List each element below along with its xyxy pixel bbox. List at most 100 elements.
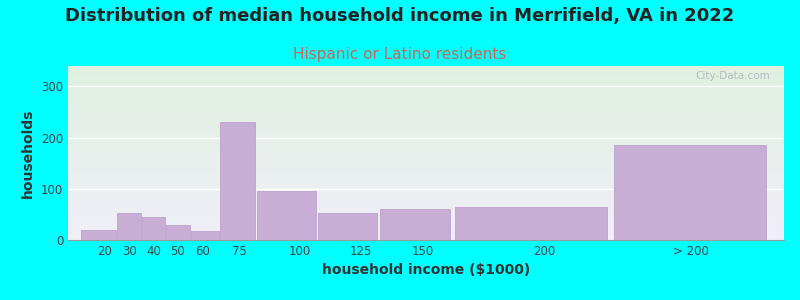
- Bar: [68, 133, 784, 134]
- Bar: [68, 192, 784, 193]
- Bar: [68, 238, 784, 239]
- Bar: [68, 173, 784, 174]
- Bar: [68, 216, 784, 217]
- Bar: [68, 125, 784, 126]
- Bar: [68, 230, 784, 231]
- Bar: [68, 169, 784, 170]
- Bar: [68, 172, 784, 173]
- Bar: [166, 225, 190, 240]
- Bar: [68, 235, 784, 236]
- Bar: [68, 234, 784, 235]
- Bar: [68, 207, 784, 208]
- Bar: [190, 231, 219, 240]
- Bar: [68, 110, 784, 111]
- Bar: [81, 230, 116, 240]
- Bar: [68, 184, 784, 185]
- Bar: [68, 218, 784, 219]
- Bar: [68, 102, 784, 103]
- Bar: [68, 152, 784, 153]
- Bar: [68, 161, 784, 162]
- Bar: [68, 85, 784, 86]
- Bar: [68, 158, 784, 159]
- Bar: [68, 108, 784, 109]
- Bar: [68, 124, 784, 125]
- Bar: [68, 150, 784, 151]
- Bar: [68, 96, 784, 97]
- Bar: [68, 123, 784, 124]
- Bar: [68, 80, 784, 81]
- Bar: [68, 120, 784, 121]
- Bar: [68, 232, 784, 233]
- Bar: [68, 154, 784, 155]
- Bar: [68, 223, 784, 224]
- Bar: [68, 187, 784, 188]
- Bar: [68, 231, 784, 232]
- Bar: [68, 186, 784, 187]
- Bar: [68, 156, 784, 157]
- Bar: [68, 67, 784, 68]
- Bar: [68, 214, 784, 215]
- Bar: [68, 93, 784, 94]
- Text: Distribution of median household income in Merrifield, VA in 2022: Distribution of median household income …: [66, 8, 734, 26]
- Bar: [68, 86, 784, 87]
- Bar: [68, 69, 784, 70]
- Bar: [68, 106, 784, 107]
- Bar: [68, 215, 784, 216]
- Bar: [68, 166, 784, 167]
- Bar: [68, 160, 784, 161]
- Bar: [68, 179, 784, 180]
- Bar: [68, 177, 784, 178]
- Bar: [318, 213, 377, 240]
- Bar: [68, 78, 784, 79]
- Text: City-Data.com: City-Data.com: [695, 71, 770, 81]
- Bar: [68, 95, 784, 96]
- Bar: [68, 96, 784, 97]
- Bar: [68, 212, 784, 213]
- Bar: [68, 89, 784, 90]
- Bar: [68, 131, 784, 132]
- Bar: [68, 239, 784, 240]
- Bar: [68, 229, 784, 230]
- Bar: [68, 81, 784, 82]
- Bar: [68, 210, 784, 211]
- Bar: [68, 72, 784, 73]
- Bar: [68, 167, 784, 168]
- Bar: [68, 134, 784, 135]
- Bar: [68, 221, 784, 222]
- Bar: [68, 168, 784, 169]
- Bar: [68, 175, 784, 176]
- Bar: [68, 91, 784, 92]
- Bar: [68, 113, 784, 114]
- Bar: [68, 233, 784, 234]
- Bar: [68, 182, 784, 183]
- Bar: [68, 153, 784, 154]
- Bar: [68, 90, 784, 91]
- Bar: [68, 118, 784, 119]
- Bar: [68, 117, 784, 118]
- Bar: [68, 74, 784, 75]
- Bar: [68, 236, 784, 237]
- Bar: [68, 181, 784, 182]
- Bar: [142, 218, 166, 240]
- Bar: [68, 145, 784, 146]
- Bar: [68, 197, 784, 198]
- Bar: [68, 141, 784, 142]
- Bar: [68, 143, 784, 144]
- Bar: [68, 76, 784, 77]
- Bar: [68, 77, 784, 78]
- Bar: [68, 142, 784, 143]
- Bar: [68, 227, 784, 228]
- Bar: [68, 219, 784, 220]
- Bar: [68, 174, 784, 175]
- Bar: [68, 132, 784, 133]
- Bar: [68, 202, 784, 203]
- Bar: [68, 139, 784, 140]
- Bar: [68, 217, 784, 218]
- Bar: [68, 140, 784, 141]
- Bar: [68, 127, 784, 128]
- Bar: [68, 112, 784, 113]
- Bar: [258, 191, 316, 240]
- Bar: [68, 171, 784, 172]
- Bar: [68, 119, 784, 120]
- X-axis label: household income ($1000): household income ($1000): [322, 263, 530, 278]
